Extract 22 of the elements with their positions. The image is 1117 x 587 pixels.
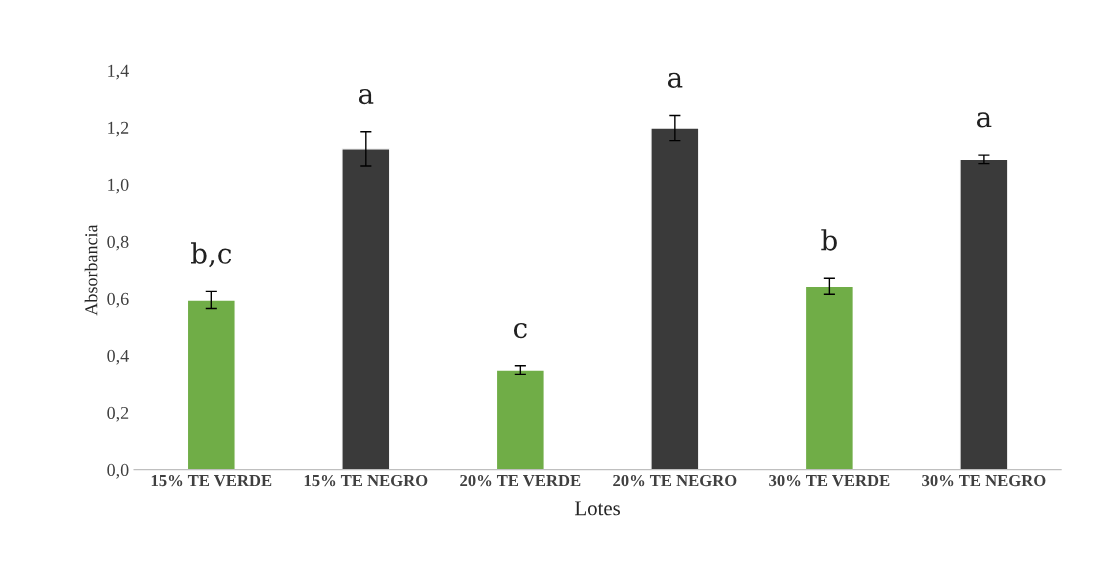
annotation: c [513,323,527,339]
annotation: a [976,112,992,128]
y-axis-title: Absorbancia [84,224,98,316]
y-tick-label: 0,6 [107,292,129,308]
y-tick-label: 0,2 [107,406,129,422]
annotation: b [821,229,837,251]
annotation: a [667,72,683,88]
y-tick-label: 1,2 [108,121,129,137]
annotation: a [358,88,374,105]
y-tick-label: 1,0 [108,178,129,194]
x-axis-title: Lotes [575,501,620,516]
x-tick-label: 30% TE VERDE [769,474,890,487]
x-tick-label: 20% TE VERDE [460,474,581,487]
y-tick-label: 0,0 [107,463,129,479]
x-tick-label: 20% TE NEGRO [613,474,737,487]
x-tick-label: 30% TE NEGRO [922,474,1046,487]
x-tick-label: 15% TE VERDE [151,474,272,487]
y-tick-label: 1,4 [108,64,129,80]
x-tick-label: 15% TE NEGRO [304,474,428,487]
annotation: b,c [191,242,232,268]
y-tick-label: 0,8 [107,235,129,251]
y-tick-label: 0,4 [107,349,129,365]
